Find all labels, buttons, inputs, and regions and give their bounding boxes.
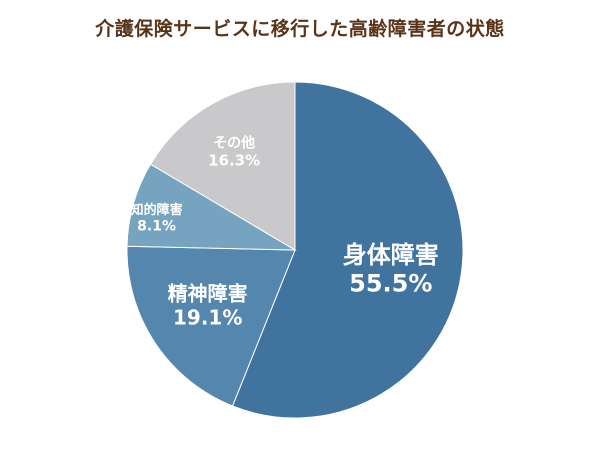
slice-label-name-3: 知的障害 — [131, 202, 183, 218]
slice-label-name-1: 身体障害 — [343, 241, 439, 269]
slice-label-value-3: 8.1% — [137, 219, 176, 235]
chart-title: 介護保険サービスに移行した高齢障害者の状態 — [95, 18, 505, 40]
pie-slice-4 — [149, 81, 296, 251]
pie-slice-2 — [126, 245, 296, 407]
slice-label-value-4: 16.3% — [208, 151, 260, 169]
slice-label-name-2: 精神障害 — [168, 282, 248, 306]
slice-label-value-1: 55.5% — [349, 270, 432, 298]
slice-label-value-2: 19.1% — [173, 306, 242, 330]
slice-label-name-4: その他 — [213, 134, 255, 151]
pie-slice-1 — [231, 81, 464, 419]
